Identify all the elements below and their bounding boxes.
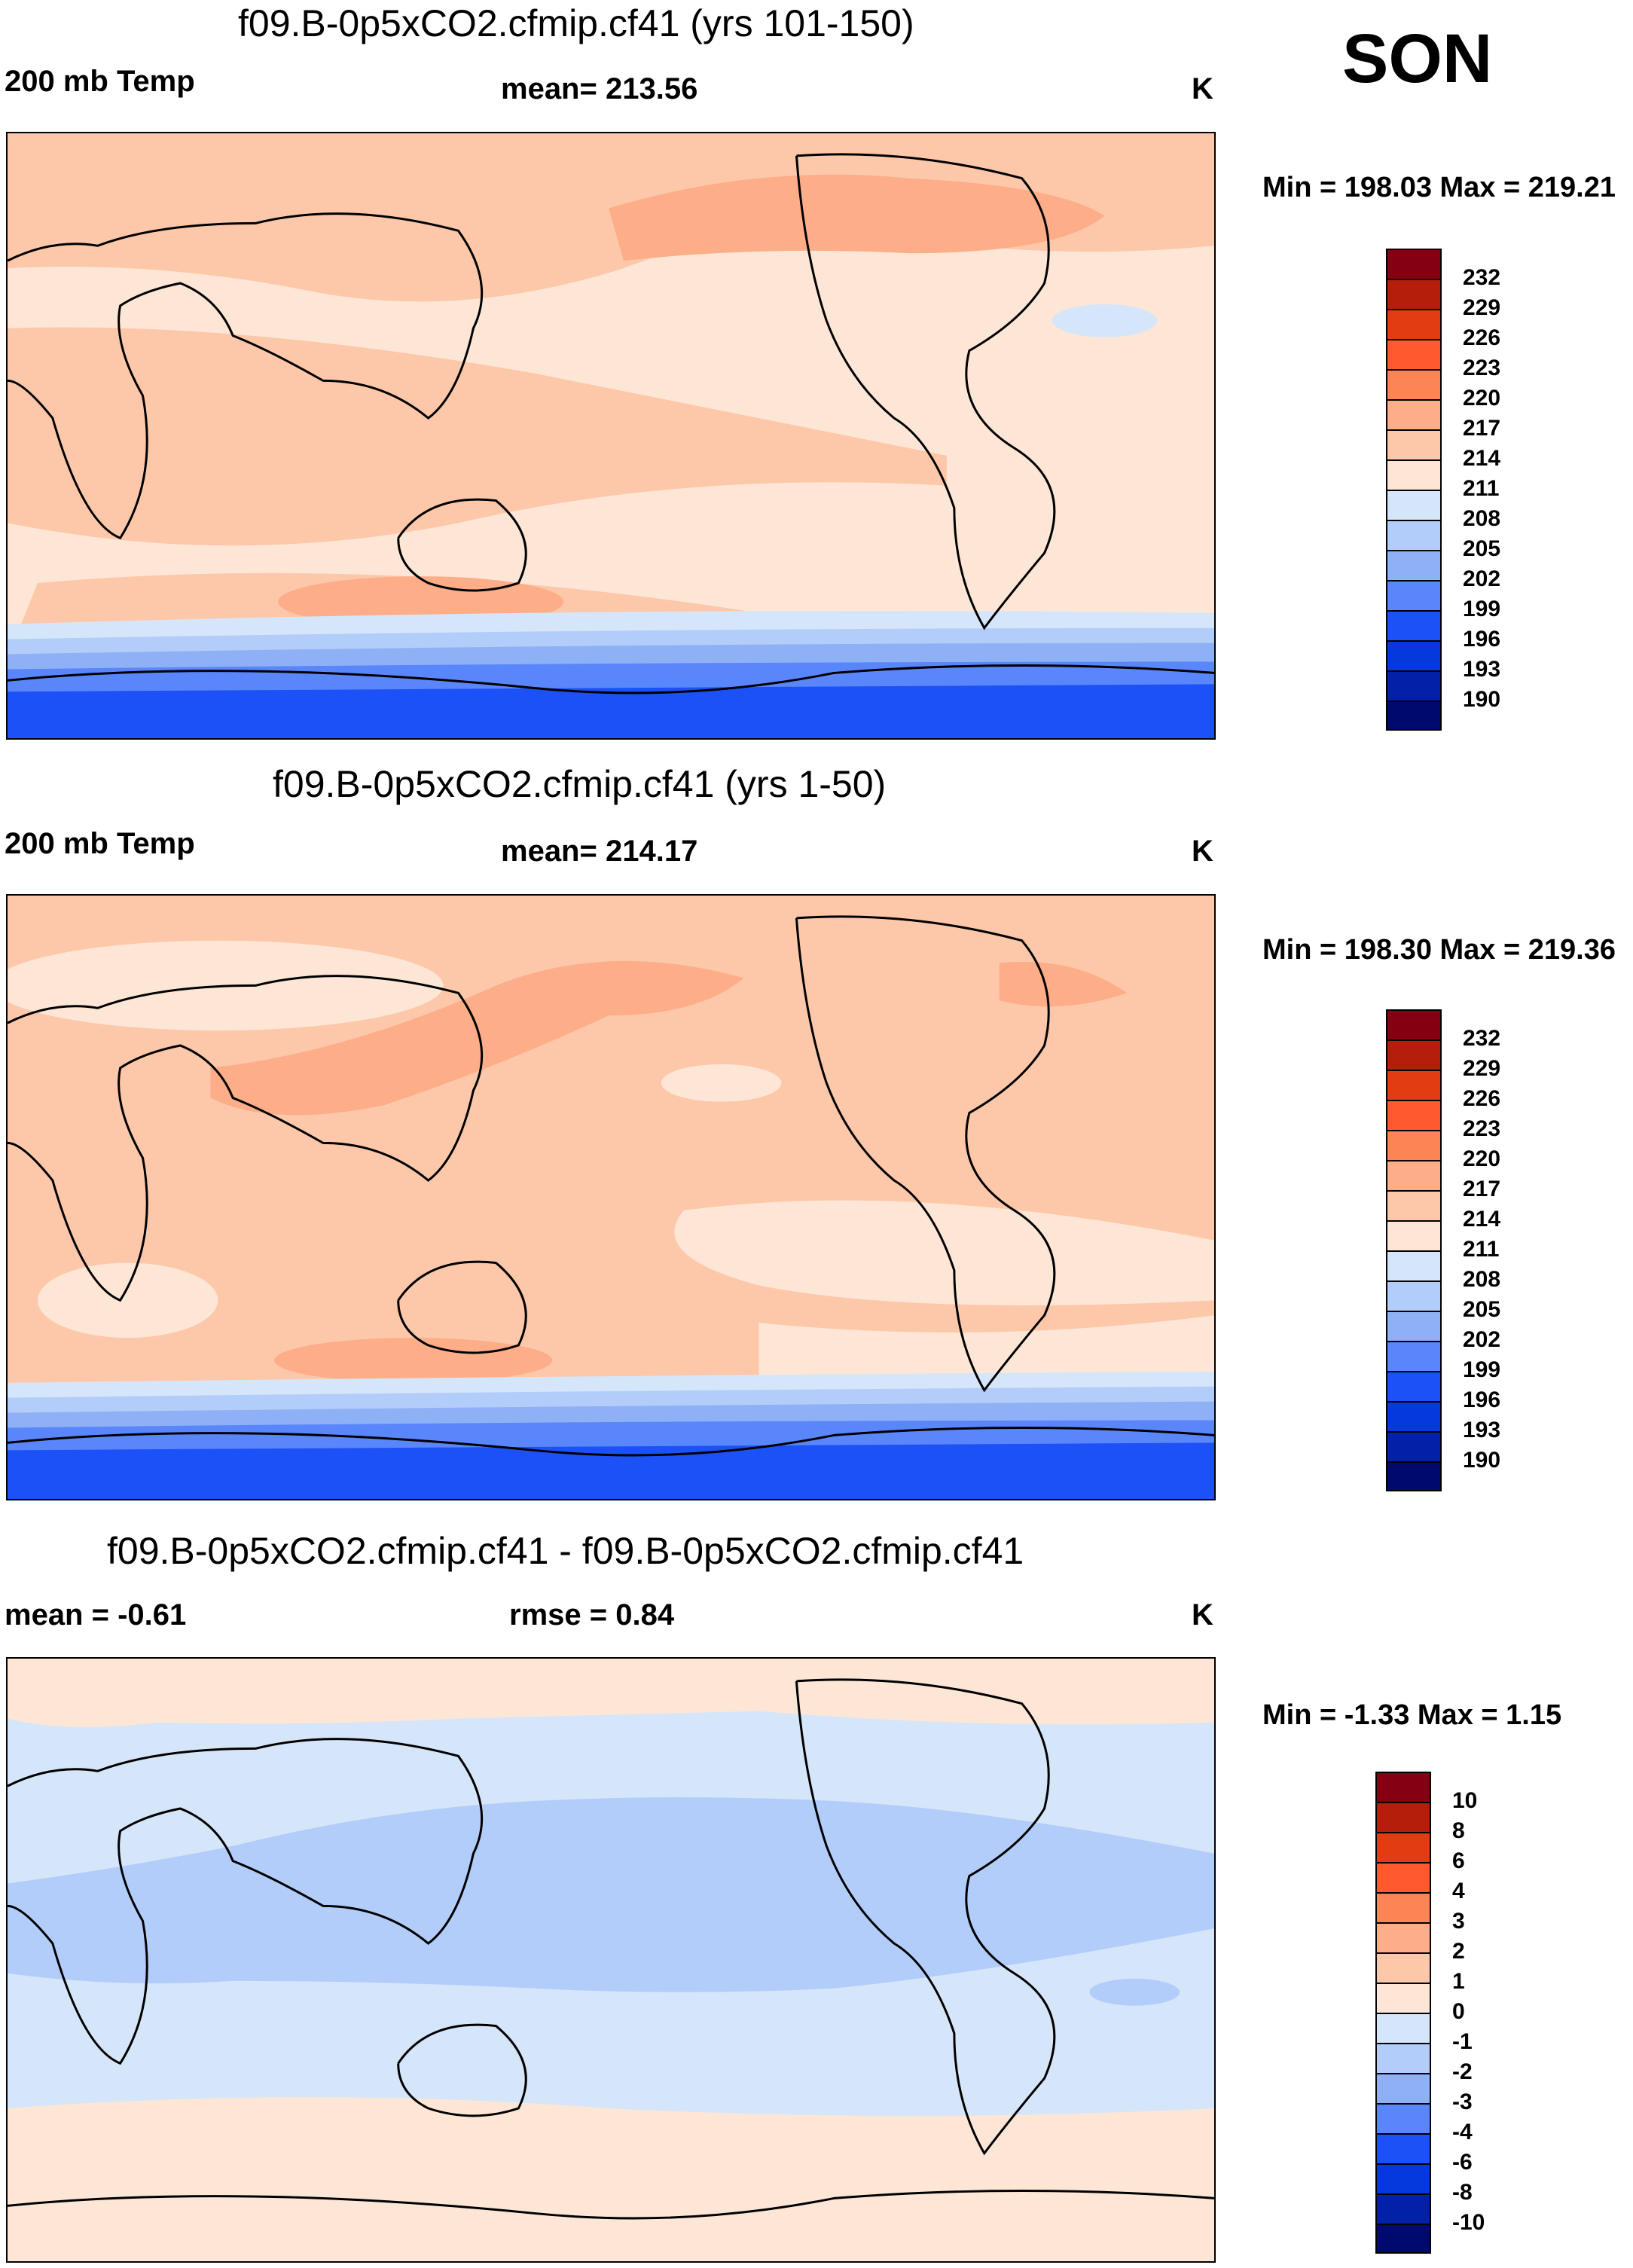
panel3-colorbar <box>1375 1772 1431 2254</box>
panel2-colorbar-label: 223 <box>1463 1116 1501 1141</box>
panel2-colorbar-label: 226 <box>1463 1086 1501 1111</box>
panel1-colorbar-label: 208 <box>1463 506 1501 531</box>
panel2-variable-label: 200 mb Temp <box>5 827 195 860</box>
panel2-mean-label: mean= 214.17 <box>501 835 698 868</box>
panel2-colorbar-label: 211 <box>1463 1237 1500 1262</box>
panel3-rmse-label: rmse = 0.84 <box>509 1598 675 1632</box>
panel3-colorbar-label: -1 <box>1452 2029 1473 2054</box>
season-label: SON <box>1342 20 1493 97</box>
panel1-units-label: K <box>1192 72 1213 105</box>
panel1-colorbar <box>1386 249 1442 731</box>
panel1-colorbar-label: 211 <box>1463 476 1500 501</box>
panel3-colorbar-label: 10 <box>1452 1788 1478 1813</box>
panel3-colorbar-label: 3 <box>1452 1909 1465 1934</box>
panel2-colorbar-label: 217 <box>1463 1177 1501 1201</box>
panel1-colorbar-label: 193 <box>1463 657 1501 682</box>
panel1-colorbar-label: 190 <box>1463 687 1501 712</box>
panel1-colorbar-label: 223 <box>1463 356 1501 380</box>
panel2-colorbar-label: 193 <box>1463 1418 1501 1442</box>
panel3-colorbar-label: 8 <box>1452 1818 1465 1843</box>
panel2-colorbar-label: 190 <box>1463 1448 1501 1473</box>
panel3-colorbar-label: -2 <box>1452 2059 1473 2084</box>
panel1-colorbar-label: 226 <box>1463 325 1501 350</box>
panel2-colorbar-label: 220 <box>1463 1146 1501 1171</box>
panel3-colorbar-label: 0 <box>1452 1999 1465 2024</box>
panel1-colorbar-label: 220 <box>1463 386 1501 411</box>
panel3-map-field <box>8 1659 1214 2261</box>
panel2-minmax-label: Min = 198.30 Max = 219.36 <box>1262 934 1616 966</box>
panel1-colorbar-label: 217 <box>1463 416 1501 441</box>
panel1-map <box>6 132 1216 740</box>
panel1-mean-label: mean= 213.56 <box>501 72 698 105</box>
panel2-colorbar-label: 196 <box>1463 1387 1501 1412</box>
panel2-colorbar-label: 214 <box>1463 1207 1501 1232</box>
panel3-colorbar-label: -4 <box>1452 2120 1473 2144</box>
panel3-minmax-label: Min = -1.33 Max = 1.15 <box>1262 1699 1562 1731</box>
panel3-colorbar-label: 2 <box>1452 1939 1465 1964</box>
panel1-map-field <box>8 133 1214 738</box>
panel3-colorbar-label: -6 <box>1452 2150 1473 2175</box>
panel3-colorbar-label: 1 <box>1452 1969 1465 1994</box>
panel2-colorbar-label: 205 <box>1463 1297 1501 1322</box>
panel2-colorbar-label: 199 <box>1463 1357 1501 1382</box>
panel1-colorbar-label: 214 <box>1463 446 1501 471</box>
panel3-mean-label: mean = -0.61 <box>5 1598 187 1632</box>
panel1-variable-label: 200 mb Temp <box>5 65 195 98</box>
panel3-units-label: K <box>1192 1598 1213 1632</box>
panel2-colorbar-label: 208 <box>1463 1267 1501 1292</box>
panel3-colorbar-label: -3 <box>1452 2089 1473 2114</box>
panel1-colorbar-label: 205 <box>1463 536 1501 561</box>
panel3-colorbar-label: 6 <box>1452 1848 1465 1873</box>
panel2-colorbar-label: 202 <box>1463 1327 1501 1352</box>
panel2-title: f09.B-0p5xCO2.cfmip.cf41 (yrs 1-50) <box>273 763 887 805</box>
panel1-minmax-label: Min = 198.03 Max = 219.21 <box>1262 172 1616 203</box>
panel3-colorbar-label: -8 <box>1452 2180 1473 2205</box>
panel3-colorbar-label: -10 <box>1452 2210 1485 2235</box>
panel2-map-field <box>8 896 1214 1499</box>
panel3-map <box>6 1657 1216 2263</box>
panel2-colorbar-label: 232 <box>1463 1026 1501 1051</box>
panel1-colorbar-label: 232 <box>1463 265 1501 290</box>
panel1-colorbar-label: 202 <box>1463 566 1501 591</box>
panel2-colorbar-label: 229 <box>1463 1056 1501 1081</box>
panel1-colorbar-label: 199 <box>1463 597 1501 621</box>
panel2-units-label: K <box>1192 835 1213 868</box>
panel1-colorbar-label: 196 <box>1463 627 1501 652</box>
panel3-colorbar-label: 4 <box>1452 1879 1465 1903</box>
panel3-title: f09.B-0p5xCO2.cfmip.cf41 - f09.B-0p5xCO2… <box>107 1530 1024 1572</box>
panel1-colorbar-label: 229 <box>1463 295 1501 320</box>
panel1-title: f09.B-0p5xCO2.cfmip.cf41 (yrs 101-150) <box>238 2 914 44</box>
panel2-map <box>6 894 1216 1500</box>
panel2-colorbar <box>1386 1009 1442 1491</box>
